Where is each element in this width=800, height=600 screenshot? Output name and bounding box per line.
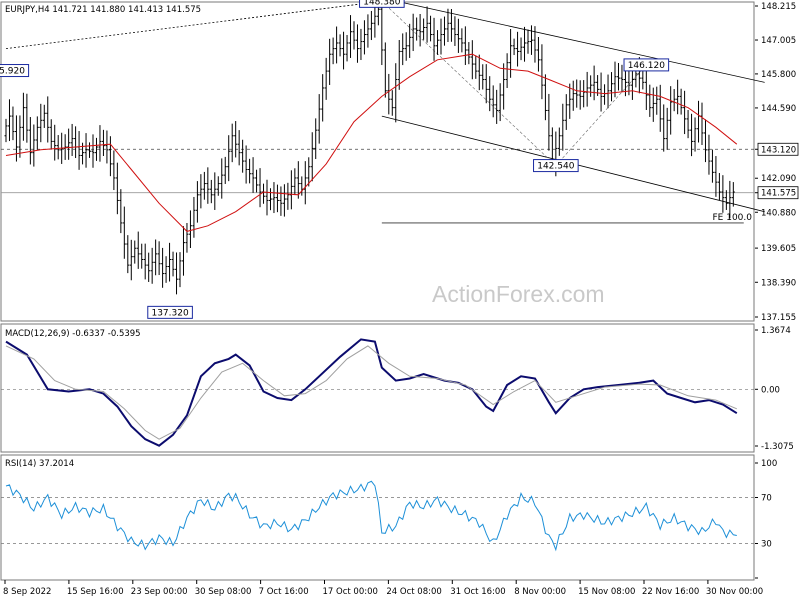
time-tick-label: 15 Nov 08:00 xyxy=(578,587,635,597)
symbol-header: EURJPY,H4 141.721 141.880 141.413 141.57… xyxy=(5,5,201,15)
price-tick-label: 137.155 xyxy=(761,313,796,323)
price-tick-label: 140.880 xyxy=(761,208,796,218)
time-tick-label: 31 Oct 16:00 xyxy=(450,587,505,597)
rsi-tick-label: 30 xyxy=(761,540,772,550)
time-tick-label: 22 Nov 16:00 xyxy=(642,587,699,597)
macd-line xyxy=(5,338,738,447)
time-tick-label: 30 Sep 08:00 xyxy=(195,587,252,597)
annotation-box xyxy=(359,0,405,8)
rsi-panel-frame xyxy=(0,454,755,581)
time-tick-label: 15 Sep 16:00 xyxy=(67,587,124,597)
macd-label: MACD(12,26,9) -0.6337 -0.5395 xyxy=(5,329,141,339)
price-panel-frame xyxy=(0,1,755,322)
price-tick-label: 145.800 xyxy=(761,70,796,80)
price-tick-box xyxy=(757,186,799,200)
price-tick-label: 138.390 xyxy=(761,278,796,288)
time-tick-label: 30 Nov 00:00 xyxy=(706,587,763,597)
price-tick-label: 144.590 xyxy=(761,104,796,114)
price-tick-label: 139.605 xyxy=(761,244,796,254)
price-tick-label: 148.215 xyxy=(761,2,796,12)
rsi-label: RSI(14) 37.2014 xyxy=(5,459,74,469)
annotation-label: 137.320 xyxy=(151,308,188,318)
rsi-line xyxy=(5,480,737,552)
macd-signal-line xyxy=(5,345,737,440)
price-tick-label: 141.575 xyxy=(761,189,796,199)
macd-panel-frame xyxy=(0,323,755,453)
price-tick-box xyxy=(757,142,799,156)
rsi-panel: 100 70 30 RSI(14) 37.2014 xyxy=(0,454,777,581)
annotation-label: 145.920 xyxy=(0,67,25,77)
annotation-label: 146.120 xyxy=(628,61,665,71)
annotation-label: 148.380 xyxy=(363,0,400,7)
price-tick-label: 142.090 xyxy=(761,174,796,184)
price-tick-label: 147.005 xyxy=(761,36,796,46)
annotation-label: FE 100.0 xyxy=(713,213,753,223)
price-tick-label: 143.120 xyxy=(761,145,796,155)
time-tick-label: 8 Nov 00:00 xyxy=(514,587,566,597)
trendline xyxy=(555,64,647,166)
trendline xyxy=(389,0,765,83)
watermark: ActionForex.com xyxy=(432,281,605,307)
time-tick-label: 23 Sep 00:00 xyxy=(131,587,188,597)
rsi-tick-label: 100 xyxy=(761,459,777,469)
time-axis: 8 Sep 2022 15 Sep 16:00 23 Sep 00:00 30 Sep… xyxy=(3,580,763,597)
time-tick-label: 17 Oct 00:00 xyxy=(323,587,378,597)
annotation-label: 142.540 xyxy=(537,162,574,172)
annotation-box xyxy=(623,58,670,72)
time-tick-label: 7 Oct 16:00 xyxy=(259,587,309,597)
macd-tick-label: -1.3075 xyxy=(761,442,794,452)
trendline xyxy=(5,0,382,49)
rsi-tick-label: 70 xyxy=(761,494,772,504)
time-tick-label: 8 Sep 2022 xyxy=(3,587,51,597)
macd-tick-label: 0.00 xyxy=(761,385,780,395)
price-panel: ActionForex.com 148.380 137.320 142.540 146… xyxy=(0,0,799,323)
macd-panel: 1.3674 0.00 -1.3075 MACD(12,26,9) -0.6337 … xyxy=(0,323,794,453)
annotation-box xyxy=(147,305,193,319)
moving-average-line xyxy=(5,53,738,232)
annotation-box xyxy=(533,159,579,173)
annotation-box xyxy=(0,64,30,78)
time-tick-label: 24 Oct 08:00 xyxy=(386,587,441,597)
macd-tick-label: 1.3674 xyxy=(761,326,791,336)
